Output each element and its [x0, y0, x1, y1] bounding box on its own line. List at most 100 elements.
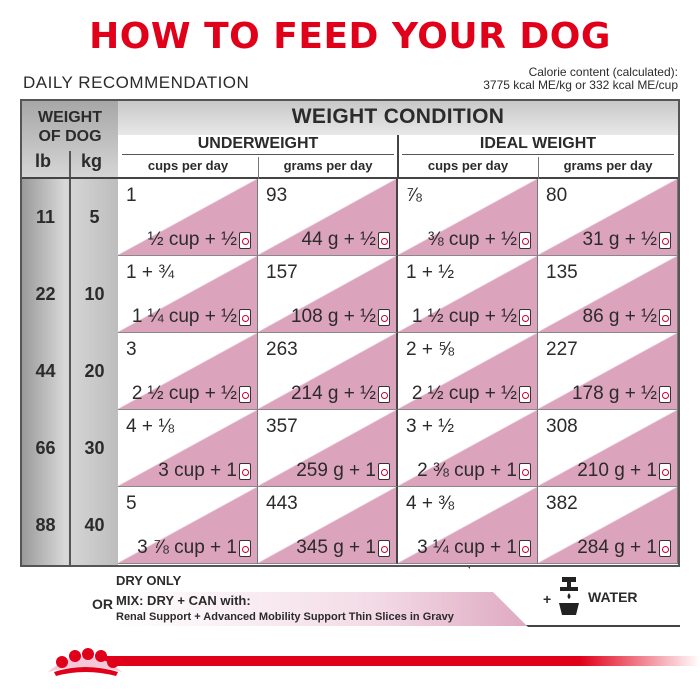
mix-amount: 1 ½ cup + ½	[412, 306, 531, 328]
water-label: WATER	[588, 589, 638, 605]
can-icon	[378, 231, 390, 249]
weight-kg-value: 30	[84, 438, 105, 458]
mix-amount: 284 g + 1	[577, 537, 671, 559]
can-icon	[659, 308, 671, 326]
feeding-cell: 3 2 ½ cup + ½	[118, 333, 258, 410]
mix-amount-text: 345 g + 1	[296, 537, 376, 558]
can-icon	[378, 308, 390, 326]
weight-of-dog-label: WEIGHT OF DOG	[22, 108, 118, 146]
can-icon	[239, 539, 251, 557]
can-icon	[239, 308, 251, 326]
feeding-cell: 4 + ⅛ 3 cup + 1	[118, 410, 258, 487]
weight-lb-value: 22	[35, 284, 56, 304]
mix-amount: 178 g + ½	[572, 383, 671, 405]
dry-only-amount: 2 + ⅝	[406, 339, 455, 360]
feeding-cell: 443 345 g + 1	[258, 487, 398, 564]
can-icon	[659, 462, 671, 480]
lb-kg-divider	[69, 151, 71, 177]
feeding-cell: 2 + ⅝ 2 ½ cup + ½	[398, 333, 538, 410]
weight-condition-title: WEIGHT CONDITION	[291, 105, 505, 128]
weight-condition-header: WEIGHT CONDITION	[118, 101, 678, 135]
mix-amount: 3 ⅞ cup + 1	[137, 537, 251, 559]
mix-amount: 86 g + ½	[583, 306, 671, 328]
mix-amount: ½ cup + ½	[148, 229, 251, 251]
can-icon	[378, 539, 390, 557]
can-icon	[239, 462, 251, 480]
calorie-line-2: 3775 kcal ME/kg or 332 kcal ME/cup	[483, 78, 678, 92]
lb-header: lb	[35, 151, 51, 171]
mix-amount: 210 g + 1	[577, 460, 671, 482]
group-underline	[402, 154, 674, 155]
mix-amount-text: ½ cup + ½	[147, 229, 237, 250]
mix-amount-text: 1 ½ cup + ½	[411, 306, 517, 327]
mix-amount: 3 cup + 1	[158, 460, 251, 482]
mix-amount: 214 g + ½	[291, 383, 390, 405]
mix-amount: 31 g + ½	[583, 229, 671, 251]
mix-amount: 2 ½ cup + ½	[412, 383, 531, 405]
col-header-grams: grams per day	[283, 158, 373, 173]
mix-amount-text: 44 g + ½	[301, 229, 376, 250]
can-icon	[378, 462, 390, 480]
can-icon	[239, 385, 251, 403]
daily-recommendation-label: DAILY RECOMMENDATION	[23, 73, 250, 92]
dry-only-amount: ⅞	[406, 185, 422, 206]
mix-amount-text: 3 ¼ cup + 1	[417, 537, 517, 558]
dry-only-amount: 3 + ½	[406, 416, 455, 437]
group-divider	[397, 135, 399, 179]
mix-amount: 259 g + 1	[296, 460, 390, 482]
mix-amount: 345 g + 1	[296, 537, 390, 559]
group-ideal-weight: IDEAL WEIGHT	[479, 135, 597, 152]
mix-amount-text: 108 g + ½	[290, 306, 376, 327]
can-icon	[239, 231, 251, 249]
can-icon	[519, 462, 531, 480]
col-header-cups: cups per day	[427, 158, 509, 173]
dry-only-amount: 227	[546, 339, 578, 360]
feeding-cell: 93 44 g + ½	[258, 179, 398, 256]
col-divider	[538, 157, 539, 179]
mix-amount: 108 g + ½	[291, 306, 390, 328]
mix-amount: 2 ⅜ cup + 1	[417, 460, 531, 482]
mix-band	[116, 592, 546, 626]
lb-kg-column-divider	[69, 179, 71, 565]
feeding-table: WEIGHT OF DOG lb kg 11 5 22 10 44 20 66 30 88 40 …	[20, 99, 680, 567]
col-header-grams: grams per day	[563, 158, 653, 173]
dry-only-amount: 1 + ½	[406, 262, 455, 283]
feeding-cell: 1 + ½ 1 ½ cup + ½	[398, 256, 538, 333]
col-header-cups: cups per day	[147, 158, 229, 173]
water-tap-bowl-icon	[559, 577, 579, 615]
mix-amount: 44 g + ½	[302, 229, 390, 251]
mix-products: Renal Support + Advanced Mobility Suppor…	[116, 611, 454, 623]
mix-amount-text: 210 g + 1	[577, 460, 657, 481]
feeding-cell: 4 + ⅜ 3 ¼ cup + 1	[398, 487, 538, 564]
weight-lb-value: 88	[35, 515, 56, 535]
can-icon	[519, 231, 531, 249]
can-icon	[519, 539, 531, 557]
weight-lb-value: 11	[35, 207, 56, 227]
mix-amount-text: 178 g + ½	[571, 383, 657, 404]
group-underweight: UNDERWEIGHT	[197, 135, 319, 152]
feeding-cell: 1 ½ cup + ½	[118, 179, 258, 256]
feeding-cell: 263 214 g + ½	[258, 333, 398, 410]
can-icon	[378, 385, 390, 403]
feeding-cell: 1 + ¾ 1 ¼ cup + ½	[118, 256, 258, 333]
dry-only-amount: 93	[266, 185, 288, 206]
feeding-cell: 3 + ½ 2 ⅜ cup + 1	[398, 410, 538, 487]
page-title: HOW TO FEED YOUR DOG	[89, 16, 611, 57]
calorie-line-1: Calorie content (calculated):	[528, 65, 678, 79]
mix-amount-text: ⅜ cup + ½	[427, 229, 517, 250]
feeding-cell: 357 259 g + 1	[258, 410, 398, 487]
feeding-cell: ⅞ ⅜ cup + ½	[398, 179, 538, 256]
dry-only-amount: 135	[546, 262, 578, 283]
dry-only-amount: 4 + ⅜	[406, 493, 455, 514]
weight-lb-value: 44	[35, 361, 56, 381]
kg-header: kg	[81, 151, 103, 171]
feeding-cell: 227 178 g + ½	[538, 333, 678, 410]
can-icon	[519, 308, 531, 326]
dry-only-amount: 1 + ¾	[126, 262, 175, 283]
weight-kg-value: 40	[84, 515, 105, 535]
mix-amount-text: 3 cup + 1	[158, 460, 237, 481]
mix-amount-text: 2 ⅜ cup + 1	[417, 460, 517, 481]
dry-only-amount: 1	[126, 185, 137, 206]
mix-amount-text: 214 g + ½	[290, 383, 376, 404]
royal-canin-crown-logo	[48, 648, 122, 676]
